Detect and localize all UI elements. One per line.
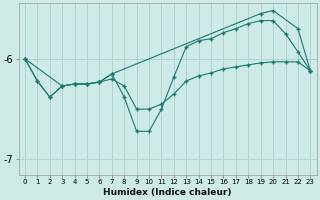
- X-axis label: Humidex (Indice chaleur): Humidex (Indice chaleur): [103, 188, 232, 197]
